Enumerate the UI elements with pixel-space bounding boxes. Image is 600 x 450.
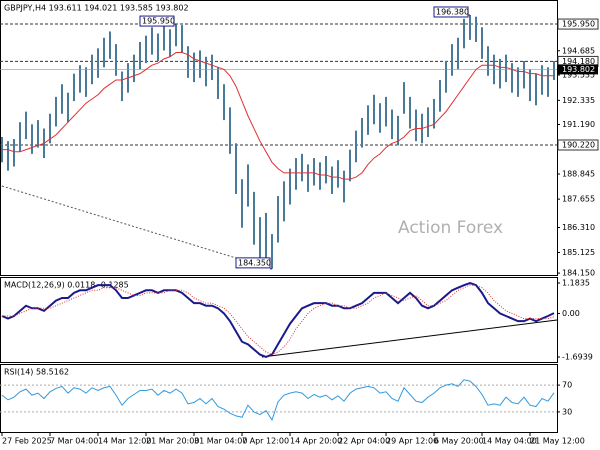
price-panel xyxy=(0,0,558,276)
moving-average xyxy=(2,52,554,180)
annotation-label: 195.950 xyxy=(142,17,175,26)
y-tick-label: 194.685 xyxy=(562,46,595,55)
x-tick-label: 22 Apr 04:00 xyxy=(338,437,390,446)
y-tick-label: 192.335 xyxy=(562,96,595,105)
macd-line xyxy=(1,282,555,358)
y-tick-label: 191.190 xyxy=(562,120,595,129)
y-tick-label: 184.150 xyxy=(562,269,595,278)
current-price-label: 193.802 xyxy=(562,65,595,74)
annotation-box xyxy=(235,257,271,269)
rsi-title: RSI(14) 58.5162 xyxy=(4,368,69,377)
plot-layer: 194.685 193.535 192.335 191.190 188.845 187.6… xyxy=(0,6,599,446)
x-tick-label: 29 Apr 12:00 xyxy=(386,437,438,446)
annotation-label: 196.380 xyxy=(436,7,469,16)
y-tick-label: -1.6939 xyxy=(562,353,593,362)
rsi-line xyxy=(1,379,555,422)
annotation-box xyxy=(139,15,175,27)
y-tick-label: 0.00 xyxy=(562,309,580,318)
y-tick-label: 187.655 xyxy=(562,195,595,204)
trend-line xyxy=(261,319,558,358)
chart-title: GBPJPY,H4 193.611 194.021 193.585 193.80… xyxy=(4,4,189,13)
y-tick-label: 1.1835 xyxy=(562,279,590,288)
level-label: 195.950 xyxy=(562,20,595,29)
y-tick-label: 30 xyxy=(562,407,572,416)
x-tick-label: 14 Mar 12:00 xyxy=(98,437,151,446)
trend-line xyxy=(1,185,263,267)
x-tick-label: 14 Apr 20:00 xyxy=(290,437,342,446)
macd-title: MACD(12,26,9) 0.0118 -0.1285 xyxy=(4,281,129,290)
current-price-box xyxy=(558,64,598,75)
annotation-label: 184.350 xyxy=(238,258,271,267)
y-tick-label: 70 xyxy=(562,381,572,390)
x-tick-label: 21 May 12:00 xyxy=(530,437,585,446)
x-tick-label: 7 Mar 04:00 xyxy=(50,437,98,446)
level-label: 194.180 xyxy=(562,57,595,66)
y-tick-label: 185.125 xyxy=(562,248,595,257)
y-tick-label: 188.845 xyxy=(562,170,595,179)
x-tick-label: 21 Mar 20:00 xyxy=(146,437,199,446)
level-box xyxy=(557,139,599,151)
x-tick-label: 27 Feb 2025 xyxy=(2,437,52,446)
watermark: Action Forex xyxy=(398,218,503,238)
level-label: 190.220 xyxy=(562,140,595,149)
level-box xyxy=(557,18,599,30)
y-tick-label: 193.535 xyxy=(562,71,595,80)
x-tick-label: 7 Apr 12:00 xyxy=(242,437,289,446)
x-tick-label: 31 Mar 04:00 xyxy=(194,437,247,446)
x-tick-label: 6 May 20:00 xyxy=(434,437,484,446)
annotation-box xyxy=(433,6,469,18)
x-tick-label: 14 May 04:00 xyxy=(482,437,537,446)
macd-panel xyxy=(0,277,558,363)
y-tick-label: 186.310 xyxy=(562,223,595,232)
rsi-panel xyxy=(0,364,558,433)
